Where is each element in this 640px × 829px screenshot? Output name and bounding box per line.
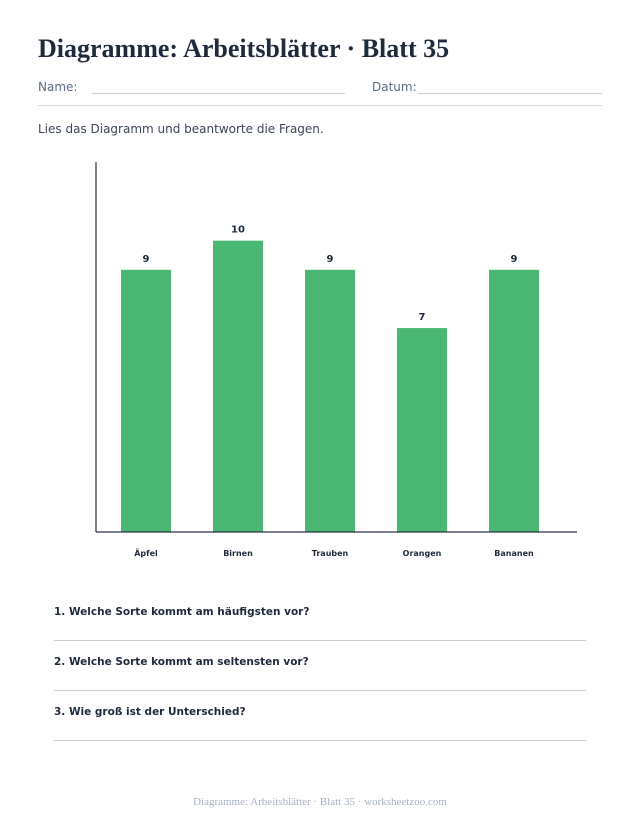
answer-line-3[interactable]: [54, 740, 586, 741]
bar-4: [489, 269, 539, 532]
page-title: Diagramme: Arbeitsblätter · Blatt 35: [38, 34, 450, 63]
bar-chart: 9 Äpfel 10 Birnen 9 Trauben 7 Orangen 9 Bananen: [95, 162, 577, 558]
answer-line-1[interactable]: [54, 640, 586, 641]
date-label: Datum:: [372, 80, 417, 94]
x-tick-label-1: Birnen: [223, 549, 253, 558]
header-divider: [38, 105, 602, 106]
bar-3: [397, 328, 447, 532]
x-tick-label-2: Trauben: [312, 549, 349, 558]
question-1: 1. Welche Sorte kommt am häufigsten vor?: [54, 606, 310, 618]
x-tick-label-4: Bananen: [494, 549, 534, 558]
x-tick-label-0: Äpfel: [134, 548, 158, 558]
bar-2: [305, 269, 355, 532]
page-footer: Diagramme: Arbeitsblätter · Blatt 35 · w…: [193, 796, 447, 808]
bar-1: [213, 240, 263, 532]
data-label-4: 9: [511, 254, 518, 265]
data-label-3: 7: [419, 312, 426, 323]
answer-line-2[interactable]: [54, 690, 586, 691]
x-tick-label-3: Orangen: [403, 549, 442, 558]
data-label-2: 9: [327, 254, 334, 265]
bar-0: [121, 269, 171, 532]
name-field[interactable]: [92, 93, 345, 94]
date-field[interactable]: [418, 93, 602, 94]
question-2: 2. Welche Sorte kommt am seltensten vor?: [54, 656, 309, 668]
instructions-text: Lies das Diagramm und beantworte die Fra…: [38, 122, 324, 136]
name-label: Name:: [38, 80, 78, 94]
data-label-0: 9: [143, 254, 150, 265]
data-label-1: 10: [231, 225, 245, 236]
question-3: 3. Wie groß ist der Unterschied?: [54, 706, 246, 718]
